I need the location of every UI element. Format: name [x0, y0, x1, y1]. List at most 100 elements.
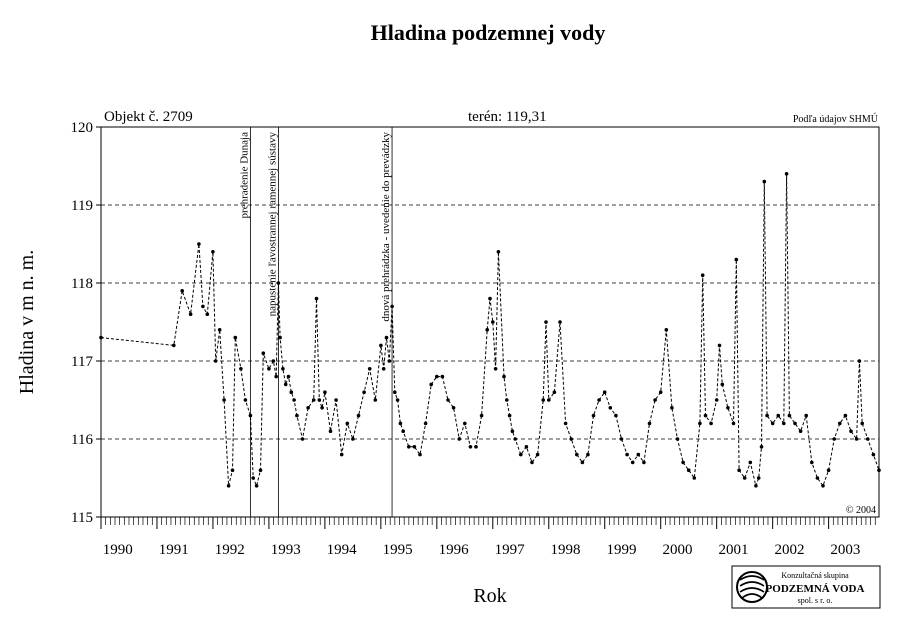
- x-axis-ticks: 1990 1991 1992 1993 1994 1995 1996 1997 1998 1999…: [100, 517, 876, 558]
- data-point: [384, 335, 389, 340]
- y-tick-label-118: 118: [71, 276, 93, 292]
- data-point: [258, 468, 263, 473]
- data-point: [552, 390, 557, 395]
- data-point: [505, 398, 509, 402]
- data-point: [323, 390, 327, 395]
- data-point: [826, 468, 831, 473]
- data-point: [507, 413, 512, 418]
- data-point: [630, 460, 635, 465]
- data-point: [843, 413, 848, 418]
- data-point: [278, 335, 282, 340]
- data-point: [810, 460, 814, 465]
- data-point: [281, 367, 285, 371]
- data-point: [373, 398, 378, 402]
- data-point: [544, 320, 548, 324]
- x-tick-label-1992: 1992: [215, 542, 245, 558]
- data-point: [658, 390, 663, 395]
- data-point: [205, 312, 210, 317]
- data-point: [491, 320, 495, 324]
- data-point: [759, 445, 764, 449]
- data-point: [798, 429, 803, 434]
- data-point: [314, 296, 319, 301]
- data-point: [351, 437, 355, 441]
- data-point: [754, 484, 758, 488]
- event-markers: prehradenie Dunaja napustenie ľavostranne…: [238, 127, 393, 517]
- data-point: [625, 452, 629, 457]
- data-point: [463, 421, 467, 426]
- data-point: [217, 328, 222, 332]
- y-axis-label: Hladina v m n. m.: [16, 250, 38, 394]
- data-point: [871, 452, 876, 457]
- data-point: [535, 452, 540, 457]
- data-point: [401, 429, 406, 434]
- data-point: [821, 484, 825, 488]
- data-point: [681, 460, 685, 465]
- data-point: [457, 437, 462, 441]
- data-point: [849, 429, 853, 434]
- x-tick-label-1994: 1994: [327, 542, 358, 558]
- data-point: [619, 437, 624, 441]
- data-point: [320, 406, 324, 410]
- data-point: [222, 398, 226, 402]
- data-point: [485, 328, 490, 332]
- data-point: [580, 460, 585, 465]
- data-point: [709, 421, 713, 426]
- data-point: [390, 304, 394, 309]
- data-point: [239, 367, 243, 371]
- data-point: [756, 476, 761, 480]
- data-point: [435, 374, 439, 379]
- data-point: [446, 398, 450, 402]
- data-point: [513, 437, 517, 441]
- data-point: [286, 374, 291, 379]
- data-point: [608, 406, 613, 410]
- data-point: [686, 468, 691, 473]
- data-point: [379, 343, 383, 348]
- data-point: [398, 421, 403, 426]
- data-point: [213, 359, 218, 363]
- data-point: [647, 421, 652, 426]
- data-point: [653, 398, 657, 402]
- data-point: [784, 172, 789, 176]
- data-point: [602, 390, 607, 395]
- data-point: [804, 413, 808, 418]
- data-point: [519, 452, 523, 457]
- data-point: [300, 437, 305, 441]
- data-point: [854, 437, 859, 441]
- gridlines: [101, 204, 879, 440]
- data-point: [271, 359, 276, 363]
- data-point: [451, 406, 456, 410]
- x-tick-label-1999: 1999: [607, 542, 637, 558]
- data-point: [703, 413, 708, 418]
- data-point: [261, 351, 266, 356]
- data-point: [770, 421, 775, 426]
- data-point: [172, 343, 176, 348]
- data-point: [502, 374, 506, 379]
- x-tick-label-1995: 1995: [383, 542, 413, 558]
- data-point: [698, 421, 702, 426]
- data-point: [597, 398, 601, 402]
- y-tick-label-116: 116: [71, 432, 93, 448]
- logo-symbol-icon: [736, 571, 768, 603]
- data-point: [243, 398, 248, 402]
- data-point: [793, 421, 797, 426]
- data-point: [197, 242, 201, 246]
- series-line: [100, 173, 880, 488]
- data-point: [440, 374, 445, 379]
- data-point: [407, 445, 411, 449]
- data-point: [541, 398, 545, 402]
- data-point: [636, 452, 641, 457]
- data-point: [765, 413, 769, 418]
- x-tick-label-1997: 1997: [495, 542, 526, 558]
- data-point: [362, 390, 366, 395]
- x-tick-label-2001: 2001: [718, 542, 748, 558]
- data-point: [339, 452, 344, 457]
- data-point: [479, 413, 484, 418]
- plot-frame: [100, 126, 880, 518]
- data-point: [558, 320, 562, 324]
- data-point: [815, 476, 820, 480]
- data-point: [748, 460, 753, 465]
- data-point: [591, 413, 596, 418]
- data-point: [295, 413, 299, 418]
- data-point: [180, 289, 184, 293]
